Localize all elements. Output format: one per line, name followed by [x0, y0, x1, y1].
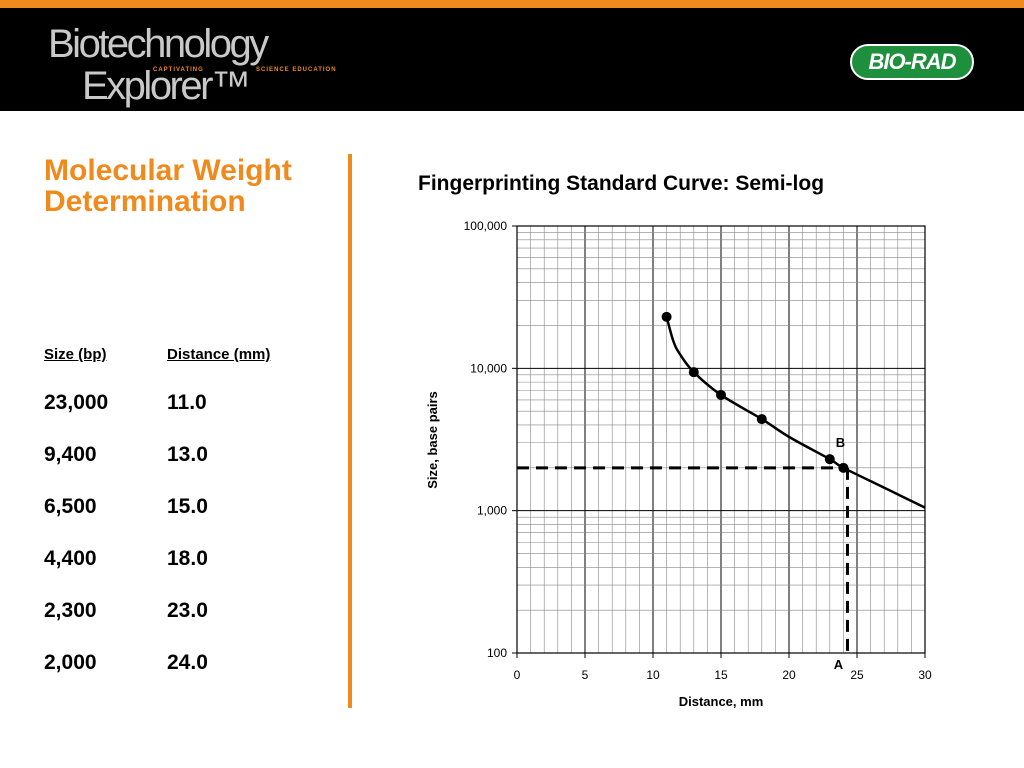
data-point	[824, 454, 835, 465]
table-cell-size: 23,000	[44, 391, 109, 414]
logo-biotechnology-text: Biotechnology	[48, 22, 269, 66]
vertical-divider	[348, 154, 352, 708]
y-tick-label: 100,000	[464, 219, 508, 233]
table-cell-size: 2,300	[44, 599, 97, 622]
data-point	[688, 367, 699, 378]
y-tick-label: 100	[487, 646, 507, 660]
page-title: Molecular Weight Determination	[44, 154, 292, 218]
y-tick-label: 10,000	[470, 361, 507, 375]
biorad-logo: BIO-RAD	[850, 44, 974, 80]
annotation-label-a: A	[834, 657, 844, 672]
x-tick-label: 25	[850, 668, 864, 682]
table-header-size: Size (bp)	[44, 346, 107, 363]
annotation-label-b: B	[836, 435, 845, 450]
x-tick-label: 20	[782, 668, 796, 682]
x-tick-label: 10	[646, 668, 660, 682]
chart-title: Fingerprinting Standard Curve: Semi-log	[418, 172, 825, 195]
table-cell-size: 4,400	[44, 547, 97, 570]
fit-curve-line	[665, 316, 926, 509]
x-tick-label: 15	[714, 668, 728, 682]
top-accent-stripe	[0, 0, 1024, 8]
table-cell-size: 6,500	[44, 495, 97, 518]
table-cell-distance: 23.0	[167, 599, 208, 622]
table-cell-distance: 13.0	[167, 443, 208, 466]
x-tick-label: 30	[918, 668, 932, 682]
y-axis-label: Size, base pairs	[425, 391, 440, 489]
table-header-distance: Distance (mm)	[167, 346, 271, 363]
data-point	[756, 414, 767, 425]
data-point	[661, 311, 672, 322]
table-cell-distance: 15.0	[167, 495, 208, 518]
x-tick-label: 5	[582, 668, 589, 682]
data-point	[838, 462, 849, 473]
logo-tagline-science-education: SCIENCE EDUCATION	[256, 67, 337, 73]
y-tick-label: 1,000	[477, 504, 507, 518]
logo-tagline-captivating: CAPTIVATING	[153, 67, 204, 73]
table-cell-size: 9,400	[44, 443, 97, 466]
table-cell-distance: 24.0	[167, 651, 208, 674]
table-cell-size: 2,000	[44, 651, 97, 674]
logo-explorer-text: Explorer™	[82, 64, 251, 108]
data-point	[716, 389, 726, 400]
x-axis-label: Distance, mm	[679, 694, 764, 709]
table-cell-distance: 18.0	[167, 547, 208, 570]
x-tick-label: 0	[514, 668, 521, 682]
table-cell-distance: 11.0	[167, 391, 207, 414]
